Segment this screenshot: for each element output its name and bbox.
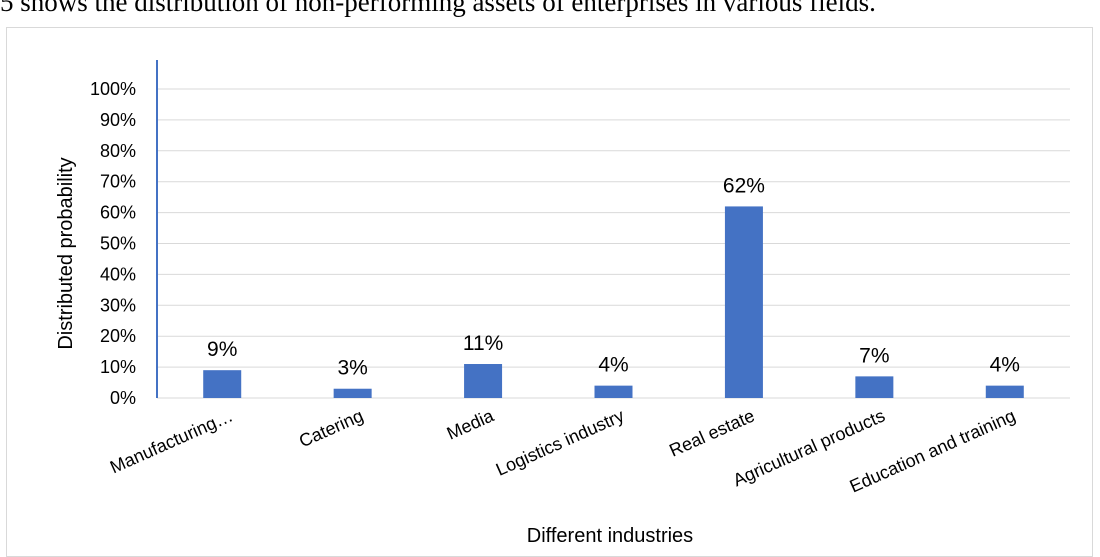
- y-tick-labels: 0% 10% 20% 30% 40% 50% 60% 70% 80% 90% 100%: [90, 79, 136, 408]
- y-tick-label: 50%: [100, 234, 136, 254]
- bar: [985, 385, 1024, 398]
- data-label: 4%: [990, 354, 1020, 377]
- bar: [594, 385, 633, 398]
- category-label: Media: [444, 405, 498, 444]
- data-labels: 9% 3% 11% 4% 62% 7% 4%: [207, 174, 1020, 379]
- bar: [855, 376, 894, 398]
- data-label: 62%: [723, 174, 765, 197]
- x-axis-title: Different industries: [527, 525, 693, 547]
- y-tick-label: 0%: [110, 388, 136, 408]
- bar: [333, 388, 372, 398]
- bar: [724, 206, 763, 398]
- data-label: 11%: [463, 332, 503, 355]
- y-tick-label: 90%: [100, 110, 136, 130]
- y-tick-label: 10%: [100, 357, 136, 377]
- data-label: 9%: [207, 338, 237, 361]
- data-label: 4%: [598, 354, 628, 377]
- category-label: Manufacturing…: [107, 405, 236, 477]
- grid-lines: [157, 88, 1070, 399]
- y-axis-title: Distributed probability: [55, 157, 77, 349]
- y-tick-label: 40%: [100, 264, 136, 284]
- data-label: 7%: [859, 344, 889, 367]
- bars: [203, 206, 1024, 398]
- y-tick-label: 60%: [100, 203, 136, 223]
- bar: [464, 364, 503, 398]
- y-tick-label: 100%: [90, 79, 136, 99]
- bar: [203, 370, 242, 398]
- y-tick-label: 80%: [100, 141, 136, 161]
- intro-text: 5 shows the distribution of non-performi…: [0, 0, 876, 17]
- category-label: Real estate: [666, 405, 757, 460]
- category-label: Logistics industry: [493, 405, 627, 479]
- y-tick-label: 30%: [100, 295, 136, 315]
- category-label: Catering: [296, 405, 366, 451]
- y-tick-label: 70%: [100, 172, 136, 192]
- y-tick-label: 20%: [100, 326, 136, 346]
- data-label: 3%: [337, 357, 367, 380]
